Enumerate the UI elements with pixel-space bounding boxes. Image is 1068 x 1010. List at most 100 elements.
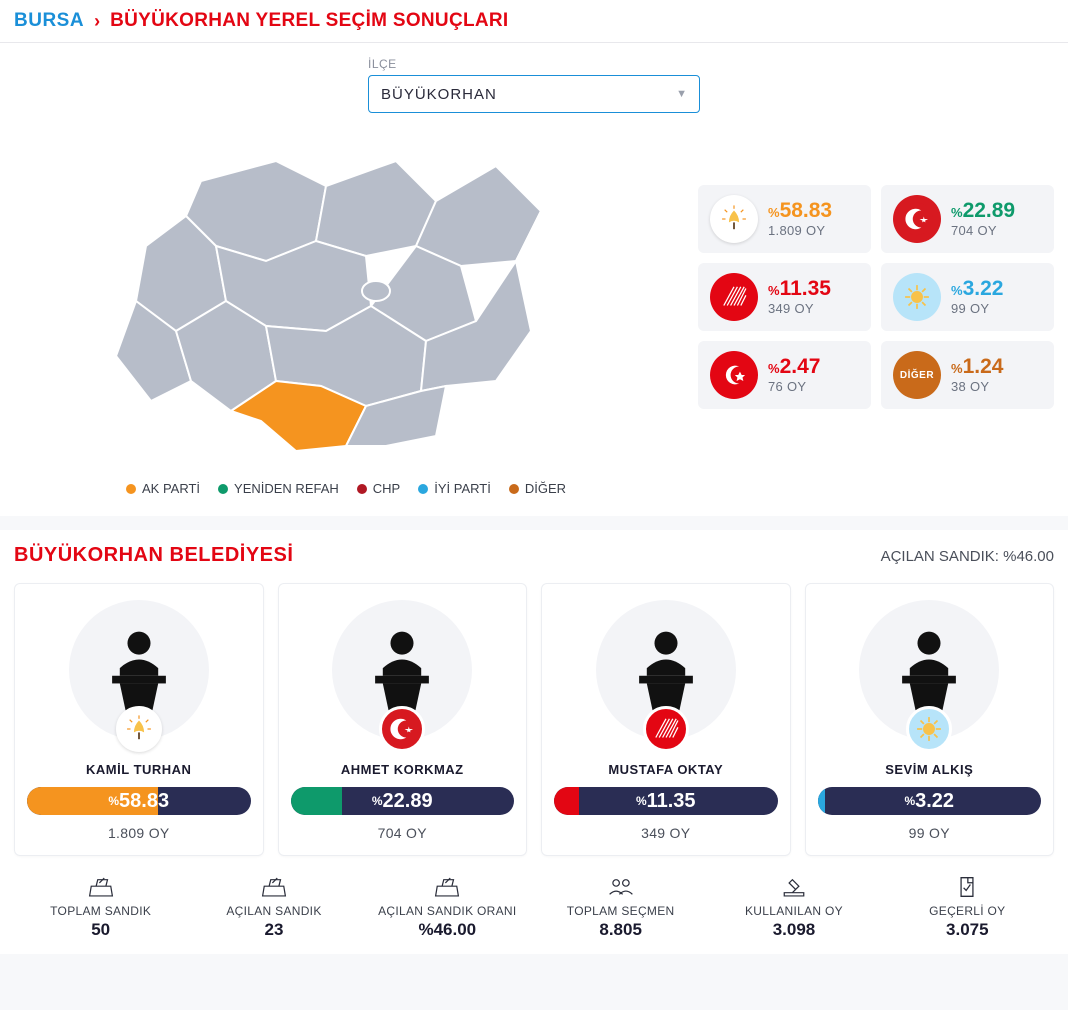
candidate-bar: %58.83 (27, 787, 251, 815)
district-select-value: BÜYÜKORHAN (381, 86, 497, 103)
party-logo-icon (893, 195, 941, 243)
candidate-party-badge-icon (379, 706, 425, 752)
stat-label: GEÇERLİ OY (881, 904, 1054, 918)
legend-label: İYİ PARTİ (434, 481, 491, 496)
stat-icon (361, 874, 534, 900)
candidate-party-badge-icon (643, 706, 689, 752)
party-card[interactable]: %22.89 704 OY (881, 185, 1054, 253)
legend-item: DİĞER (509, 481, 566, 496)
opened-boxes-label: AÇILAN SANDIK: %46.00 (881, 548, 1054, 565)
party-logo-icon (710, 273, 758, 321)
candidate-card: SEVİM ALKIŞ %3.22 99 OY (805, 583, 1055, 856)
candidate-name: AHMET KORKMAZ (291, 762, 515, 777)
candidate-grid: KAMİL TURHAN %58.83 1.809 OY AHMET KORKM… (14, 583, 1054, 856)
stat-value: %46.00 (361, 920, 534, 940)
legend-dot-icon (357, 484, 367, 494)
candidate-pct: %22.89 (291, 787, 515, 815)
stat-item: TOPLAM SANDIK 50 (14, 874, 187, 940)
party-pct: %2.47 (768, 356, 820, 377)
candidate-card: AHMET KORKMAZ %22.89 704 OY (278, 583, 528, 856)
legend-item: CHP (357, 481, 400, 496)
party-card[interactable]: DİĞER %1.24 38 OY (881, 341, 1054, 409)
stat-value: 50 (14, 920, 187, 940)
party-votes: 704 OY (951, 223, 1015, 238)
breadcrumb-province[interactable]: BURSA (14, 10, 84, 32)
party-votes: 99 OY (951, 301, 1003, 316)
stat-value: 3.098 (707, 920, 880, 940)
candidate-pct: %58.83 (27, 787, 251, 815)
stat-label: KULLANILAN OY (707, 904, 880, 918)
party-votes: 349 OY (768, 301, 831, 316)
party-card[interactable]: %3.22 99 OY (881, 263, 1054, 331)
stat-item: GEÇERLİ OY 3.075 (881, 874, 1054, 940)
party-card[interactable]: %2.47 76 OY (698, 341, 871, 409)
stat-value: 23 (187, 920, 360, 940)
candidate-name: SEVİM ALKIŞ (818, 762, 1042, 777)
candidate-votes: 99 OY (818, 825, 1042, 841)
candidate-pct: %11.35 (554, 787, 778, 815)
party-pct: %58.83 (768, 200, 832, 221)
legend-dot-icon (218, 484, 228, 494)
stats-row: TOPLAM SANDIK 50 AÇILAN SANDIK 23 AÇILAN… (14, 874, 1054, 940)
candidate-votes: 704 OY (291, 825, 515, 841)
legend-item: AK PARTİ (126, 481, 200, 496)
chevron-down-icon: ▼ (676, 88, 687, 100)
party-logo-icon (893, 273, 941, 321)
party-card[interactable]: %58.83 1.809 OY (698, 185, 871, 253)
candidate-card: MUSTAFA OKTAY %11.35 349 OY (541, 583, 791, 856)
stat-item: AÇILAN SANDIK ORANI %46.00 (361, 874, 534, 940)
chevron-right-icon: › (94, 11, 100, 32)
stat-icon (534, 874, 707, 900)
stat-icon (881, 874, 1054, 900)
page-title: BÜYÜKORHAN YEREL SEÇİM SONUÇLARI (110, 10, 508, 32)
stat-icon (707, 874, 880, 900)
district-select[interactable]: BÜYÜKORHAN ▼ (368, 75, 700, 113)
section-title: BÜYÜKORHAN BELEDİYESİ (14, 544, 293, 567)
stat-label: TOPLAM SANDIK (14, 904, 187, 918)
legend-dot-icon (418, 484, 428, 494)
candidate-votes: 1.809 OY (27, 825, 251, 841)
candidate-pct: %3.22 (818, 787, 1042, 815)
stat-value: 8.805 (534, 920, 707, 940)
candidate-bar: %11.35 (554, 787, 778, 815)
stat-label: TOPLAM SEÇMEN (534, 904, 707, 918)
party-logo-icon (710, 195, 758, 243)
candidate-bar: %3.22 (818, 787, 1042, 815)
district-select-label: İLÇE (368, 57, 700, 71)
party-pct: %22.89 (951, 200, 1015, 221)
legend-label: YENİDEN REFAH (234, 481, 339, 496)
party-logo-icon: DİĞER (893, 351, 941, 399)
stat-value: 3.075 (881, 920, 1054, 940)
map-legend: AK PARTİ YENİDEN REFAH CHP İYİ PARTİ DİĞER (126, 481, 566, 496)
district-map[interactable] (66, 131, 626, 471)
stat-icon (187, 874, 360, 900)
legend-label: AK PARTİ (142, 481, 200, 496)
stat-icon (14, 874, 187, 900)
stat-label: AÇILAN SANDIK ORANI (361, 904, 534, 918)
party-votes: 38 OY (951, 379, 1003, 394)
party-votes: 1.809 OY (768, 223, 832, 238)
stat-item: TOPLAM SEÇMEN 8.805 (534, 874, 707, 940)
candidate-votes: 349 OY (554, 825, 778, 841)
candidate-bar: %22.89 (291, 787, 515, 815)
candidate-card: KAMİL TURHAN %58.83 1.809 OY (14, 583, 264, 856)
legend-item: YENİDEN REFAH (218, 481, 339, 496)
candidate-name: MUSTAFA OKTAY (554, 762, 778, 777)
party-pct: %11.35 (768, 278, 831, 299)
stat-label: AÇILAN SANDIK (187, 904, 360, 918)
party-results-grid: %58.83 1.809 OY %22.89 704 OY %11.35 349… (698, 131, 1054, 496)
breadcrumb: BURSA › BÜYÜKORHAN YEREL SEÇİM SONUÇLARI (0, 0, 1068, 43)
legend-label: CHP (373, 481, 400, 496)
candidate-name: KAMİL TURHAN (27, 762, 251, 777)
party-pct: %1.24 (951, 356, 1003, 377)
candidate-party-badge-icon (906, 706, 952, 752)
legend-label: DİĞER (525, 481, 566, 496)
stat-item: KULLANILAN OY 3.098 (707, 874, 880, 940)
party-card[interactable]: %11.35 349 OY (698, 263, 871, 331)
legend-dot-icon (126, 484, 136, 494)
party-votes: 76 OY (768, 379, 820, 394)
party-pct: %3.22 (951, 278, 1003, 299)
legend-item: İYİ PARTİ (418, 481, 491, 496)
party-logo-icon (710, 351, 758, 399)
legend-dot-icon (509, 484, 519, 494)
